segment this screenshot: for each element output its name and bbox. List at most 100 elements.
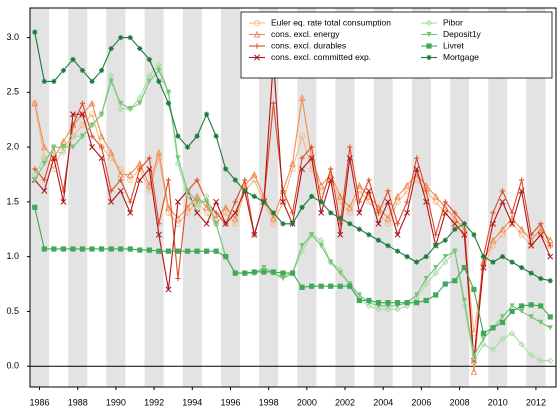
point <box>318 209 325 216</box>
point <box>165 248 172 254</box>
point <box>538 319 544 325</box>
point <box>309 144 315 150</box>
point <box>404 199 410 205</box>
point <box>50 155 57 162</box>
point <box>194 133 200 139</box>
point <box>433 292 439 298</box>
point <box>127 199 133 205</box>
point <box>442 254 448 260</box>
point <box>203 193 210 200</box>
point <box>423 275 429 282</box>
point <box>327 177 334 183</box>
year-stripe <box>182 8 202 387</box>
point <box>204 111 210 117</box>
point <box>414 292 420 298</box>
point <box>499 319 506 325</box>
point <box>108 78 114 84</box>
point <box>203 220 210 227</box>
point <box>137 100 143 106</box>
point <box>509 308 515 315</box>
point <box>51 246 57 252</box>
point <box>480 330 487 336</box>
point <box>184 188 191 194</box>
x-tick-label: 1986 <box>30 397 50 407</box>
point <box>41 160 47 167</box>
point <box>270 100 277 106</box>
point <box>60 138 67 145</box>
point <box>347 144 353 150</box>
point <box>433 265 439 271</box>
point <box>328 259 334 265</box>
point <box>452 248 458 254</box>
point <box>32 29 38 35</box>
x-tick-label: 2000 <box>297 397 317 407</box>
point <box>108 246 114 252</box>
legend-label: cons. excl. energy <box>271 29 340 39</box>
point <box>184 193 191 200</box>
year-stripe <box>411 8 431 387</box>
legend-label: cons. excl. committed exp. <box>271 52 371 62</box>
point <box>136 177 143 183</box>
x-tick-label: 2004 <box>373 397 393 407</box>
point <box>136 159 144 167</box>
point <box>528 242 535 249</box>
point <box>31 171 39 178</box>
point <box>117 187 124 194</box>
point <box>546 236 554 244</box>
point <box>79 100 86 106</box>
point <box>50 149 58 156</box>
year-stripe <box>30 8 50 387</box>
point <box>60 67 67 74</box>
point <box>499 335 506 343</box>
point <box>222 220 229 227</box>
y-tick-label: 0.0 <box>6 361 19 371</box>
point <box>442 199 448 205</box>
point <box>69 132 77 140</box>
point <box>328 210 334 216</box>
point <box>146 247 152 253</box>
point <box>461 225 468 233</box>
point <box>528 314 534 320</box>
point <box>375 300 382 306</box>
y-tick-label: 1.5 <box>6 196 19 206</box>
legend: Euler eq. rate total consumption cons. ex… <box>240 11 553 79</box>
point <box>299 166 306 172</box>
point <box>423 198 430 205</box>
point <box>547 243 553 249</box>
point <box>461 231 468 238</box>
x-tick-label: 1998 <box>259 397 279 407</box>
year-stripe <box>373 8 393 387</box>
point <box>261 265 267 271</box>
point <box>461 302 468 310</box>
point <box>289 270 296 276</box>
point <box>50 154 58 162</box>
point <box>232 177 238 183</box>
point <box>270 214 277 222</box>
point <box>280 188 286 194</box>
point <box>89 122 95 128</box>
point <box>175 198 181 205</box>
series-lines <box>30 29 556 375</box>
point <box>404 254 410 260</box>
point <box>32 204 38 210</box>
point <box>426 54 432 61</box>
point <box>193 192 201 200</box>
point <box>118 246 124 252</box>
point <box>40 143 48 151</box>
point <box>194 199 200 205</box>
point <box>356 226 362 232</box>
point <box>41 154 48 162</box>
point <box>499 254 506 260</box>
point <box>537 225 545 233</box>
plot-frame <box>29 7 557 388</box>
point <box>270 210 277 216</box>
point <box>366 297 372 304</box>
point <box>489 236 497 244</box>
point <box>442 258 449 266</box>
y-tick-label: 0.5 <box>6 306 19 316</box>
point <box>127 209 134 216</box>
point <box>356 297 362 304</box>
point <box>251 269 257 275</box>
point <box>108 198 115 205</box>
year-stripe <box>297 8 317 387</box>
